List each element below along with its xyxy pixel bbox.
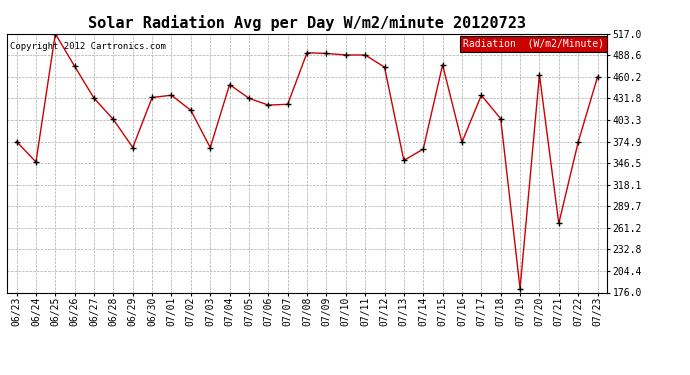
Title: Solar Radiation Avg per Day W/m2/minute 20120723: Solar Radiation Avg per Day W/m2/minute … — [88, 15, 526, 31]
Text: Radiation  (W/m2/Minute): Radiation (W/m2/Minute) — [463, 39, 604, 49]
Text: Copyright 2012 Cartronics.com: Copyright 2012 Cartronics.com — [10, 42, 166, 51]
